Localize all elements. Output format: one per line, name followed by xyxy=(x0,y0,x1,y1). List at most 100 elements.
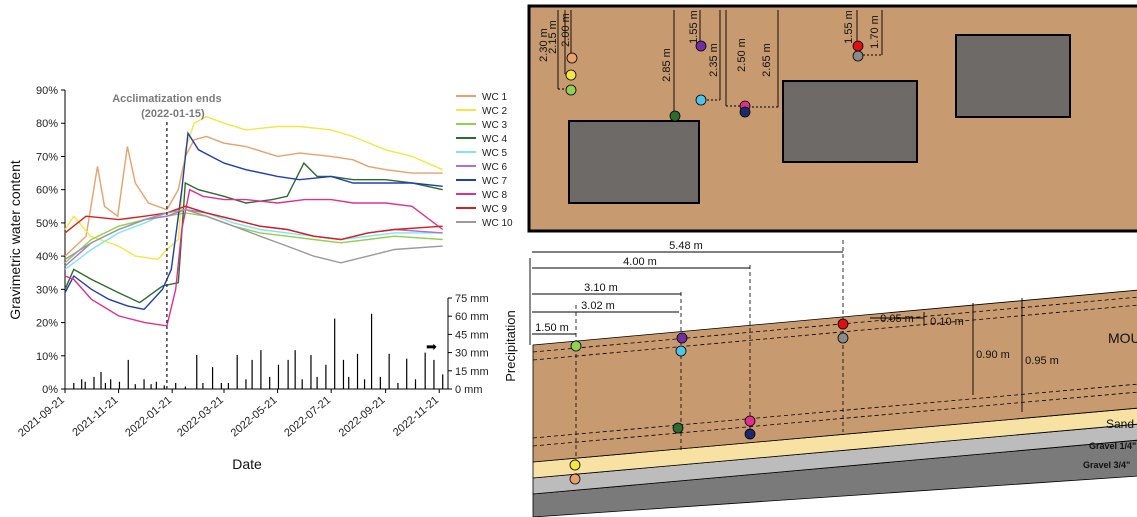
legend-label: WC 8 xyxy=(482,190,507,201)
layer-gravel-3-4 xyxy=(532,439,1137,517)
y-tick-label: 20% xyxy=(36,318,58,330)
legend-label: WC 7 xyxy=(482,176,507,187)
legend-label: WC 1 xyxy=(482,92,507,103)
plan-depth-1: 2.30 m xyxy=(538,28,550,62)
y-tick-label: 80% xyxy=(36,118,58,130)
legend-label: WC 6 xyxy=(482,162,507,173)
x-axis-label: Date xyxy=(232,456,262,472)
sensor-wc8-plan xyxy=(739,100,751,112)
x-tick-label: 2022-09-21 xyxy=(337,394,388,439)
section-dist-4: 3.02 m xyxy=(581,300,615,312)
series-line xyxy=(64,131,443,311)
series-line xyxy=(64,208,443,264)
layer-label-mound: MOU xyxy=(1108,330,1137,346)
series-line xyxy=(64,135,443,257)
section-sensors xyxy=(569,318,849,485)
section-dist-2: 4.00 m xyxy=(623,256,657,268)
section-dist-5: 1.50 m xyxy=(535,322,569,334)
y2-tick-label: 15 mm xyxy=(455,366,489,378)
series-line xyxy=(64,115,443,261)
sensor-wc5-section xyxy=(675,345,687,357)
section-depth-3: 0.90 m xyxy=(976,349,1010,361)
y2-tick-label: 60 mm xyxy=(455,311,489,323)
plan-block-2 xyxy=(782,80,918,163)
sensor-wc3-section xyxy=(570,340,582,352)
y-tick-label: 90% xyxy=(36,85,58,97)
sensor-wc2-section xyxy=(569,459,581,471)
layer-label-gravel-1-4: Gravel 1/4" xyxy=(1089,441,1136,451)
plan-depth-8: 2.65 m xyxy=(761,43,773,77)
legend-label: WC 10 xyxy=(482,218,513,229)
x-tick-label: 2022-03-21 xyxy=(175,394,226,439)
sensor-wc4-section xyxy=(672,422,684,434)
plan-block-3 xyxy=(955,34,1071,118)
layer-label-gravel-3-4: Gravel 3/4" xyxy=(1083,460,1130,470)
section-dashed-lines xyxy=(532,240,1137,478)
plan-block-1 xyxy=(568,120,700,204)
layer-gravel-1-4 xyxy=(532,423,1137,495)
sensor-wc10-section xyxy=(837,332,849,344)
legend-label: WC 2 xyxy=(482,106,507,117)
legend-label: WC 5 xyxy=(482,148,507,159)
sensor-wc1-plan xyxy=(566,52,578,64)
y-tick-label: 40% xyxy=(36,251,58,263)
plan-depth-6: 2.35 m xyxy=(708,43,720,77)
sensor-wc5-plan xyxy=(695,94,707,106)
x-tick-label: 2022-01-21 xyxy=(123,394,174,439)
y-axis-label: Gravimetric water content xyxy=(7,160,23,320)
precip-arrow-icon: ➡ xyxy=(426,339,437,354)
x-tick-label: 2022-07-21 xyxy=(282,394,333,439)
plan-dimensions xyxy=(557,10,883,114)
series-line xyxy=(64,212,443,264)
y2-tick-label: 45 mm xyxy=(455,329,489,341)
section-dist-3: 3.10 m xyxy=(584,282,618,294)
plan-dimension-labels: 2.30 m 2.15 m 2.00 m 2.85 m 1.55 m 2.35 … xyxy=(538,10,881,82)
series-line xyxy=(64,205,443,270)
plan-depth-3: 2.00 m xyxy=(560,13,572,47)
chart-legend: WC 1 WC 2 WC 3 WC 4 WC 5 WC 6 WC 7 WC 8 WC 9 WC 1… xyxy=(456,92,513,229)
sensor-wc3-plan xyxy=(565,84,577,96)
sensor-wc2-plan xyxy=(565,69,577,81)
sensor-wc1-section xyxy=(569,473,581,485)
sensor-wc6-plan xyxy=(695,40,707,52)
plan-depth-7: 2.50 m xyxy=(736,38,748,72)
sensor-wc6-section xyxy=(676,332,688,344)
sensor-wc8-section xyxy=(744,415,756,427)
section-depth-1: 0.05 m xyxy=(880,313,914,325)
plan-sensors xyxy=(565,40,864,122)
sensor-wc10-plan xyxy=(852,50,864,62)
y-tick-label: 60% xyxy=(36,185,58,197)
section-depth-4: 0.95 m xyxy=(1025,355,1059,367)
y-tick-label: 0% xyxy=(42,384,58,396)
sensor-wc7-plan xyxy=(739,106,751,118)
section-dimension-lines xyxy=(529,251,1023,412)
y-tick-label: 10% xyxy=(36,351,58,363)
x-tick-label: 2022-05-21 xyxy=(229,394,280,439)
sensor-wc4-plan xyxy=(669,110,681,122)
sensor-wc9-plan xyxy=(852,40,864,52)
x-tick-label: 2021-11-21 xyxy=(70,394,120,439)
y-tick-label: 30% xyxy=(36,284,58,296)
acclimatization-date: (2022-01-15) xyxy=(141,108,205,120)
legend-label: WC 3 xyxy=(482,120,507,131)
layer-mound xyxy=(532,289,1137,463)
legend-label: WC 4 xyxy=(482,134,507,145)
y-tick-label: 50% xyxy=(36,218,58,230)
series-line xyxy=(64,205,443,241)
section-depth-2: 0.10 m xyxy=(930,316,964,328)
layer-label-sand: Sand xyxy=(1106,417,1134,431)
y2-axis-label: Precipitation xyxy=(503,310,518,382)
y-tick-label: 70% xyxy=(36,151,58,163)
water-content-chart: 0% 10% 20% 30% 40% 50% 60% 70% 80% 90% 0 mm 15 mm 30… xyxy=(7,85,518,472)
series-line xyxy=(64,188,444,327)
section-dimension-labels: 5.48 m 4.00 m 3.10 m 3.02 m 1.50 m 0.05 … xyxy=(535,240,1059,367)
plan-depth-9: 1.55 m xyxy=(843,10,855,44)
y2-tick-label: 75 mm xyxy=(455,293,489,305)
x-tick-label: 2022-11-21 xyxy=(391,394,441,439)
plan-depth-5: 1.55 m xyxy=(688,10,700,44)
plan-view-box xyxy=(527,4,1137,233)
sensor-wc9-section xyxy=(837,318,849,330)
water-content-series xyxy=(64,115,444,327)
x-tick-label: 2021-09-21 xyxy=(16,394,67,439)
section-dist-1: 5.48 m xyxy=(669,240,703,252)
